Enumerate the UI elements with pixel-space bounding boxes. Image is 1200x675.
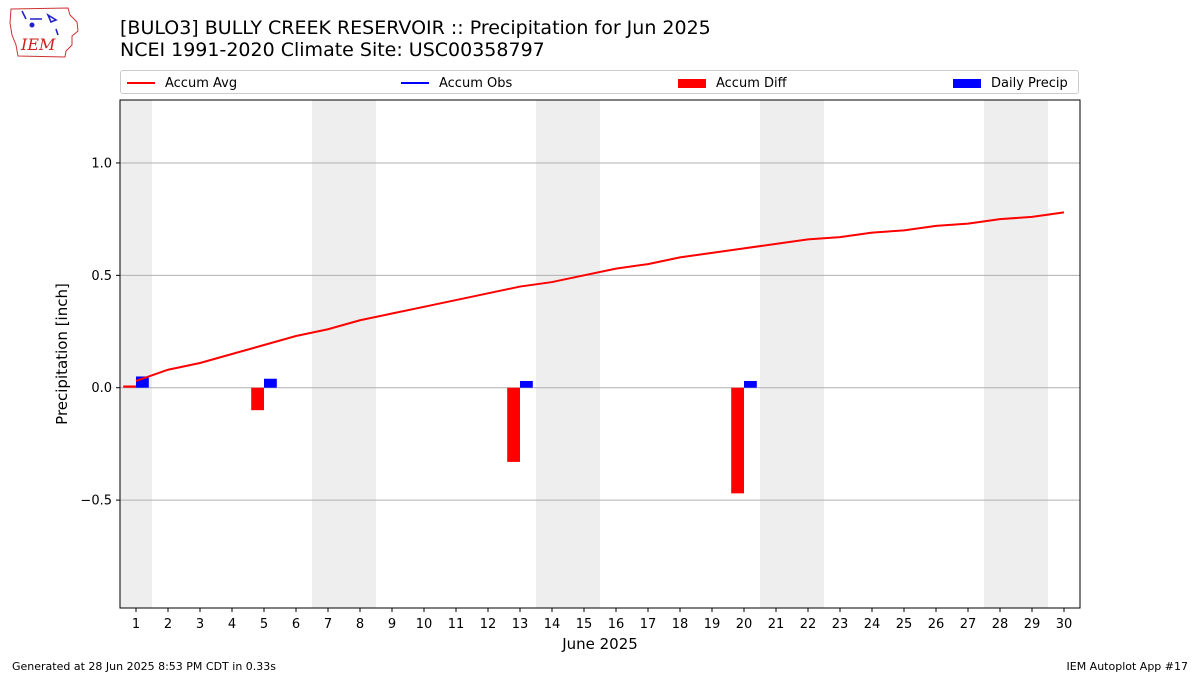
y-tick-label: 0.5: [91, 269, 112, 284]
legend-label: Accum Diff: [716, 75, 787, 91]
accum-avg-line: [135, 211, 1065, 382]
x-tick-label: 1: [132, 617, 140, 632]
daily-precip-bar: [136, 376, 149, 388]
x-axis-label: June 2025: [561, 635, 638, 653]
x-tick-label: 3: [196, 617, 204, 632]
legend-swatch: [953, 78, 981, 88]
x-tick-label: 25: [896, 617, 913, 632]
x-tick-label: 18: [672, 617, 689, 632]
x-tick-label: 9: [388, 617, 396, 632]
x-tick-label: 29: [1024, 617, 1041, 632]
y-tick-label: 1.0: [91, 156, 112, 171]
x-tick-label: 13: [512, 617, 529, 632]
iowa-state-outline-icon: [9, 7, 79, 58]
legend-label: Daily Precip: [991, 75, 1068, 91]
weekend-shading: [760, 100, 792, 608]
logo-text: IEM: [20, 35, 56, 54]
daily-precip-bar: [520, 380, 533, 388]
chart-title: [BULO3] BULLY CREEK RESERVOIR :: Precipi…: [120, 17, 711, 39]
legend-item-accum-avg: Accum Avg: [127, 74, 237, 92]
legend-item-daily-precip: Daily Precip: [953, 74, 1068, 92]
iem-logo: IEM: [9, 7, 79, 58]
weekend-shading: [120, 100, 152, 608]
accum-diff-bar: [123, 385, 136, 388]
legend-item-accum-obs: Accum Obs: [401, 74, 512, 92]
x-tick-label: 19: [704, 617, 721, 632]
x-tick-label: 28: [992, 617, 1009, 632]
x-tick-label: 30: [1056, 617, 1073, 632]
x-tick-label: 24: [864, 617, 881, 632]
x-tick-label: 23: [832, 617, 849, 632]
x-tick-label: 15: [576, 617, 593, 632]
x-tick-label: 6: [292, 617, 300, 632]
legend-label: Accum Obs: [439, 75, 513, 91]
weekend-shading: [984, 100, 1016, 608]
x-tick-label: 7: [324, 617, 332, 632]
legend-swatch: [678, 78, 706, 88]
x-tick-label: 10: [416, 617, 433, 632]
weekend-shading: [568, 100, 600, 608]
x-tick-label: 27: [960, 617, 977, 632]
x-tick-label: 26: [928, 617, 945, 632]
x-tick-label: 8: [356, 617, 364, 632]
accum-diff-bar: [731, 387, 744, 494]
daily-precip-bar: [744, 380, 757, 388]
weather-symbols-icon: [21, 10, 59, 36]
daily-precip-bar: [264, 378, 277, 388]
x-tick-label: 14: [544, 617, 561, 632]
x-tick-label: 5: [260, 617, 268, 632]
chart-subtitle: NCEI 1991-2020 Climate Site: USC00358797: [120, 39, 545, 61]
accum-diff-bar: [251, 387, 264, 411]
x-tick-label: 11: [448, 617, 465, 632]
x-tick-label: 17: [640, 617, 657, 632]
app-credit: IEM Autoplot App #17: [1066, 660, 1189, 673]
legend-item-accum-diff: Accum Diff: [678, 74, 787, 92]
weekend-shading: [536, 100, 568, 608]
accum-diff-bar: [507, 387, 520, 462]
y-tick-label: 0.0: [91, 381, 112, 396]
y-axis-label: Precipitation [inch]: [53, 283, 71, 425]
legend-swatch: [127, 82, 155, 84]
x-tick-label: 20: [736, 617, 753, 632]
x-tick-label: 21: [768, 617, 785, 632]
legend: Accum Avg Accum Obs Accum Diff Daily Pre…: [120, 70, 1079, 94]
y-tick-label: −0.5: [80, 494, 112, 509]
weekend-shading: [1016, 100, 1048, 608]
weekend-shading: [312, 100, 344, 608]
x-tick-label: 4: [228, 617, 236, 632]
x-tick-label: 22: [800, 617, 817, 632]
x-tick-label: 12: [480, 617, 497, 632]
weekend-shading: [792, 100, 824, 608]
legend-label: Accum Avg: [165, 75, 238, 91]
legend-swatch: [401, 82, 429, 84]
x-tick-label: 16: [608, 617, 625, 632]
x-tick-label: 2: [164, 617, 172, 632]
weekend-shading: [344, 100, 376, 608]
plot-frame: [119, 99, 1081, 609]
generated-timestamp: Generated at 28 Jun 2025 8:53 PM CDT in …: [12, 660, 277, 673]
